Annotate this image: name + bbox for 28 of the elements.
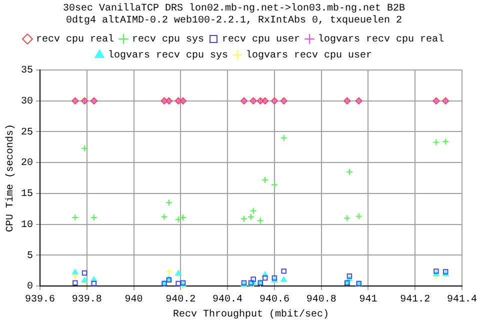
y-tick-label: 15	[20, 189, 33, 200]
y-tick-label: 35	[20, 66, 33, 77]
text: 30sec VanillaTCP DRS lon02.mb-ng.net->lon03.mb-ng.net B2B	[62, 4, 406, 15]
legend-label: recv cpu user	[222, 34, 300, 46]
y-tick-label: 20	[20, 158, 33, 170]
x-tick-label: 941.4	[446, 294, 478, 306]
legend-label: logvars recv cpu sys	[108, 50, 228, 62]
x-tick-label: 939.8	[72, 294, 102, 306]
x-tick-label: 940.2	[166, 294, 196, 306]
legend-label: recv cpu real	[36, 34, 114, 46]
y-tick-label: 5	[26, 250, 33, 262]
x-tick-label: 940.8	[306, 294, 336, 306]
x-tick-label: 940.4	[212, 294, 243, 306]
y-axis-title: CPU Time (seconds)	[4, 124, 17, 232]
x-tick-label: 941.2	[400, 294, 430, 306]
legend-label: logvars recv cpu real	[318, 34, 444, 46]
y-tick-label: 30	[20, 96, 33, 108]
text: 0dtg4 altAIMD-0.2 web100-2.2.1, RxIntAbs 0, txqueuelen 2	[66, 16, 402, 27]
x-tick-label: 940.6	[259, 294, 290, 306]
x-axis-title: Recv Throughput (mbit/sec)	[172, 308, 330, 320]
x-tick-label: 941	[359, 294, 378, 306]
x-tick-label: 940	[124, 294, 143, 306]
x-tick-label: 939.6	[24, 294, 56, 306]
legend-label: logvars recv cpu user	[246, 50, 372, 62]
y-tick-label: 0	[26, 282, 33, 293]
legend-label: recv cpu sys	[132, 34, 204, 46]
y-tick-label: 10	[20, 220, 33, 231]
y-tick-label: 25	[20, 127, 33, 138]
